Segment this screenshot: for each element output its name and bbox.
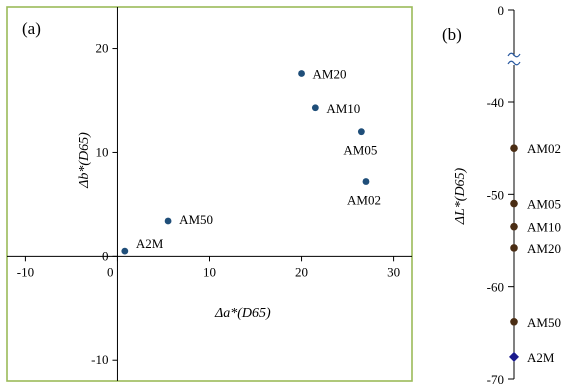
panel-b-point-label: AM02 xyxy=(527,141,561,156)
panel-a-point-label: AM02 xyxy=(347,193,381,208)
panel-b-chart: (b) ΔL*(D65) 0 -40 -50 -60 -70 AM02 AM05 AM10 A… xyxy=(442,3,561,387)
panel-a-point-am05 xyxy=(357,128,365,136)
panel-b-point-a2m xyxy=(509,351,519,362)
panel-a-x-axis-label: Δa*(D65) xyxy=(214,306,271,321)
panel-a-label: (a) xyxy=(22,19,41,38)
panel-b-y-tick-label: -40 xyxy=(487,95,504,110)
panel-b-point-label: AM05 xyxy=(527,197,561,212)
panel-a-point-label: AM20 xyxy=(313,66,347,81)
panel-a-x-tick-label: 20 xyxy=(295,264,308,279)
panel-b-point-am10 xyxy=(510,222,518,231)
panel-b-point-label: AM20 xyxy=(527,241,561,256)
panel-a-point-am10 xyxy=(311,104,319,112)
panel-a-y-tick-label: 20 xyxy=(95,41,108,56)
panel-a-point-am50 xyxy=(164,217,172,225)
panel-b-point-am05 xyxy=(510,199,518,208)
panel-a-x-tick-label: 0 xyxy=(107,264,114,279)
panel-a-y-tick-label: 0 xyxy=(102,248,109,263)
panel-a-point-am02 xyxy=(362,178,370,185)
panel-b-y-tick-label: -60 xyxy=(487,280,504,295)
panel-b-y-tick-label: 0 xyxy=(498,3,505,18)
panel-b-point-am50 xyxy=(510,317,518,326)
panel-b-point-label: AM50 xyxy=(527,315,561,330)
panel-a-point-am20 xyxy=(298,70,305,77)
panel-a-frame xyxy=(6,6,413,382)
panel-a-point-label: A2M xyxy=(136,236,164,251)
panel-b-point-am02 xyxy=(510,144,518,152)
panel-a-point-label: AM50 xyxy=(179,212,213,227)
panel-b-y-tick-label: -70 xyxy=(487,372,504,387)
panel-a-y-tick-label: -10 xyxy=(91,352,108,367)
panel-b-point-am20 xyxy=(510,244,518,252)
panel-b-point-label: A2M xyxy=(527,350,555,365)
panel-b-axis-break-lower xyxy=(507,60,521,66)
panel-a-y-axis-label: Δb*(D65) xyxy=(77,132,92,189)
panel-a-y-tick-label: 10 xyxy=(95,144,108,159)
panel-b-point-label: AM10 xyxy=(527,220,561,235)
panel-a-point-label: AM10 xyxy=(326,101,360,116)
panel-a-chart: (a) -10 0 10 20 30 -10 0 10 20 AM20 AM10 AM05 AM02 A… xyxy=(6,6,413,382)
panel-b-label: (b) xyxy=(442,25,462,44)
panel-a-point-a2m xyxy=(121,247,129,255)
panel-b-axis-break-upper xyxy=(507,52,521,58)
panel-a-x-tick-label: 10 xyxy=(203,264,216,279)
panel-a-x-tick-label: -10 xyxy=(17,264,34,279)
panel-a-point-label: AM05 xyxy=(343,143,377,158)
panel-b-y-tick-label: -50 xyxy=(487,187,504,202)
panel-b-y-axis-label: ΔL*(D65) xyxy=(453,167,468,225)
panel-a-x-tick-label: 30 xyxy=(387,264,400,279)
